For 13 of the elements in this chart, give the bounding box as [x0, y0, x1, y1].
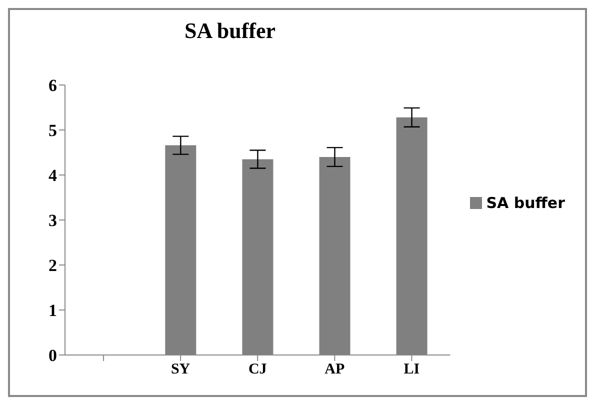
x-tick-label: SY	[170, 362, 190, 378]
y-tick-label: 3	[48, 211, 57, 230]
y-tick-label: 0	[48, 346, 57, 366]
legend-label: SA buffer	[486, 194, 565, 212]
y-tick-label: 4	[48, 166, 58, 186]
x-tick-label: LI	[404, 362, 420, 378]
y-tick-label: 1	[48, 301, 57, 320]
y-tick-label: 5	[48, 121, 57, 140]
y-tick-label: 6	[48, 76, 57, 96]
x-tick-label: AP	[324, 362, 345, 378]
x-tick-label: CJ	[248, 362, 268, 378]
y-tick-label: 2	[48, 256, 57, 276]
chart-title: SA buffer	[183, 18, 277, 44]
